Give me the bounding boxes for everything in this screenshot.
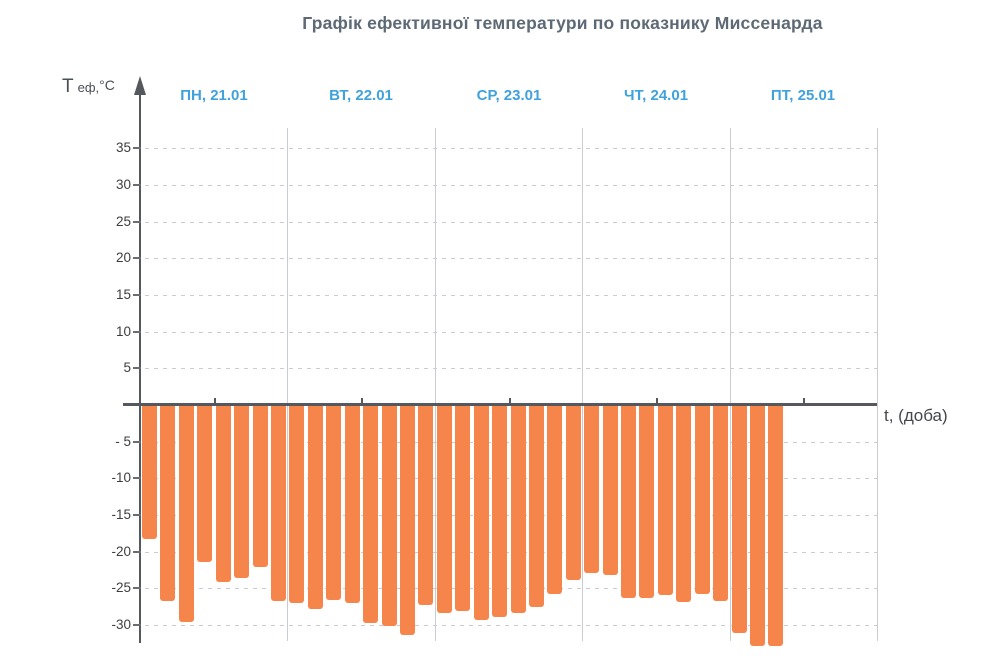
y-tick-mark bbox=[133, 367, 141, 369]
temperature-bar bbox=[400, 406, 415, 635]
x-axis-tick-mark bbox=[214, 398, 216, 404]
y-axis-label-symbol: Т bbox=[62, 76, 74, 97]
x-axis-label: t, (доба) bbox=[884, 406, 948, 425]
y-axis-label-subscript: еф, bbox=[77, 80, 100, 95]
y-tick-mark bbox=[133, 221, 141, 223]
temperature-bar bbox=[713, 406, 728, 601]
y-axis-arrow-icon bbox=[134, 76, 146, 95]
temperature-bar bbox=[142, 406, 157, 539]
temperature-bar bbox=[216, 406, 231, 582]
y-tick-mark bbox=[133, 514, 141, 516]
temperature-bar bbox=[603, 406, 618, 575]
day-label: ПН, 21.01 bbox=[180, 87, 248, 104]
temperature-bar bbox=[271, 406, 286, 601]
temperature-bar bbox=[511, 406, 526, 613]
y-tick-label: 10 bbox=[115, 324, 131, 339]
temperature-bar bbox=[363, 406, 378, 623]
day-boundary-gridline bbox=[730, 128, 731, 641]
y-tick-label: -10 bbox=[111, 470, 131, 485]
h-gridline bbox=[145, 625, 877, 626]
temperature-bar bbox=[437, 406, 452, 613]
h-gridline bbox=[145, 368, 877, 369]
temperature-bar bbox=[768, 406, 783, 646]
temperature-bar bbox=[289, 406, 304, 603]
temperature-bar bbox=[492, 406, 507, 617]
y-tick-mark bbox=[133, 257, 141, 259]
temperature-bar bbox=[308, 406, 323, 609]
y-tick-label: 25 bbox=[115, 214, 131, 229]
temperature-bar bbox=[253, 406, 268, 567]
y-tick-label: 30 bbox=[115, 177, 131, 192]
y-tick-mark bbox=[133, 587, 141, 589]
temperature-bar bbox=[658, 406, 673, 595]
x-axis bbox=[123, 403, 877, 406]
y-tick-mark bbox=[133, 294, 141, 296]
y-tick-label: -25 bbox=[111, 580, 131, 595]
day-label: ЧТ, 24.01 bbox=[623, 87, 689, 104]
day-label: ПТ, 25.01 bbox=[770, 87, 836, 104]
temperature-bar bbox=[234, 406, 249, 578]
temperature-bar bbox=[418, 406, 433, 605]
temperature-bar bbox=[474, 406, 489, 620]
temperature-bar bbox=[179, 406, 194, 622]
temperature-bar bbox=[584, 406, 599, 573]
temperature-bar bbox=[547, 406, 562, 594]
day-label: СР, 23.01 bbox=[476, 87, 542, 104]
y-tick-mark bbox=[133, 477, 141, 479]
y-tick-label: -15 bbox=[111, 507, 131, 522]
day-label: ВТ, 22.01 bbox=[329, 87, 393, 104]
y-axis bbox=[139, 90, 141, 643]
temperature-bar bbox=[639, 406, 654, 598]
temperature-bar bbox=[750, 406, 765, 646]
y-tick-mark bbox=[133, 441, 141, 443]
temperature-bar bbox=[382, 406, 397, 626]
y-tick-mark bbox=[133, 184, 141, 186]
temperature-bar bbox=[732, 406, 747, 633]
y-tick-label: 5 bbox=[123, 360, 131, 375]
temperature-bar bbox=[160, 406, 175, 601]
chart-title: Графік ефективної температури по показни… bbox=[302, 13, 823, 33]
h-gridline bbox=[145, 295, 877, 296]
x-axis-tick-mark bbox=[803, 398, 805, 404]
temperature-bar bbox=[695, 406, 710, 594]
h-gridline bbox=[145, 148, 877, 149]
y-tick-mark bbox=[133, 331, 141, 333]
x-axis-tick-mark bbox=[361, 398, 363, 404]
temperature-bar bbox=[621, 406, 636, 598]
day-boundary-gridline bbox=[877, 128, 878, 641]
x-axis-tick-mark bbox=[509, 398, 511, 404]
y-tick-label: - 5 bbox=[115, 434, 131, 449]
temperature-bar bbox=[676, 406, 691, 602]
day-boundary-gridline bbox=[582, 128, 583, 641]
temperature-bar bbox=[197, 406, 212, 562]
temperature-bar bbox=[345, 406, 360, 603]
y-tick-label: 15 bbox=[115, 287, 131, 302]
y-tick-mark bbox=[133, 147, 141, 149]
h-gridline bbox=[145, 185, 877, 186]
h-gridline bbox=[145, 258, 877, 259]
temperature-bar bbox=[455, 406, 470, 611]
temperature-bar bbox=[326, 406, 341, 600]
y-tick-mark bbox=[133, 551, 141, 553]
y-axis-label-unit: °С bbox=[99, 77, 115, 93]
y-tick-label: -30 bbox=[111, 617, 131, 632]
h-gridline bbox=[145, 332, 877, 333]
h-gridline bbox=[145, 222, 877, 223]
temperature-bar bbox=[566, 406, 581, 580]
y-tick-label: 20 bbox=[115, 250, 131, 265]
temperature-bar bbox=[529, 406, 544, 607]
y-tick-label: -20 bbox=[111, 544, 131, 559]
day-boundary-gridline bbox=[287, 128, 288, 641]
y-tick-label: 35 bbox=[115, 140, 131, 155]
x-axis-tick-mark bbox=[656, 398, 658, 404]
day-boundary-gridline bbox=[435, 128, 436, 641]
y-tick-mark bbox=[133, 624, 141, 626]
